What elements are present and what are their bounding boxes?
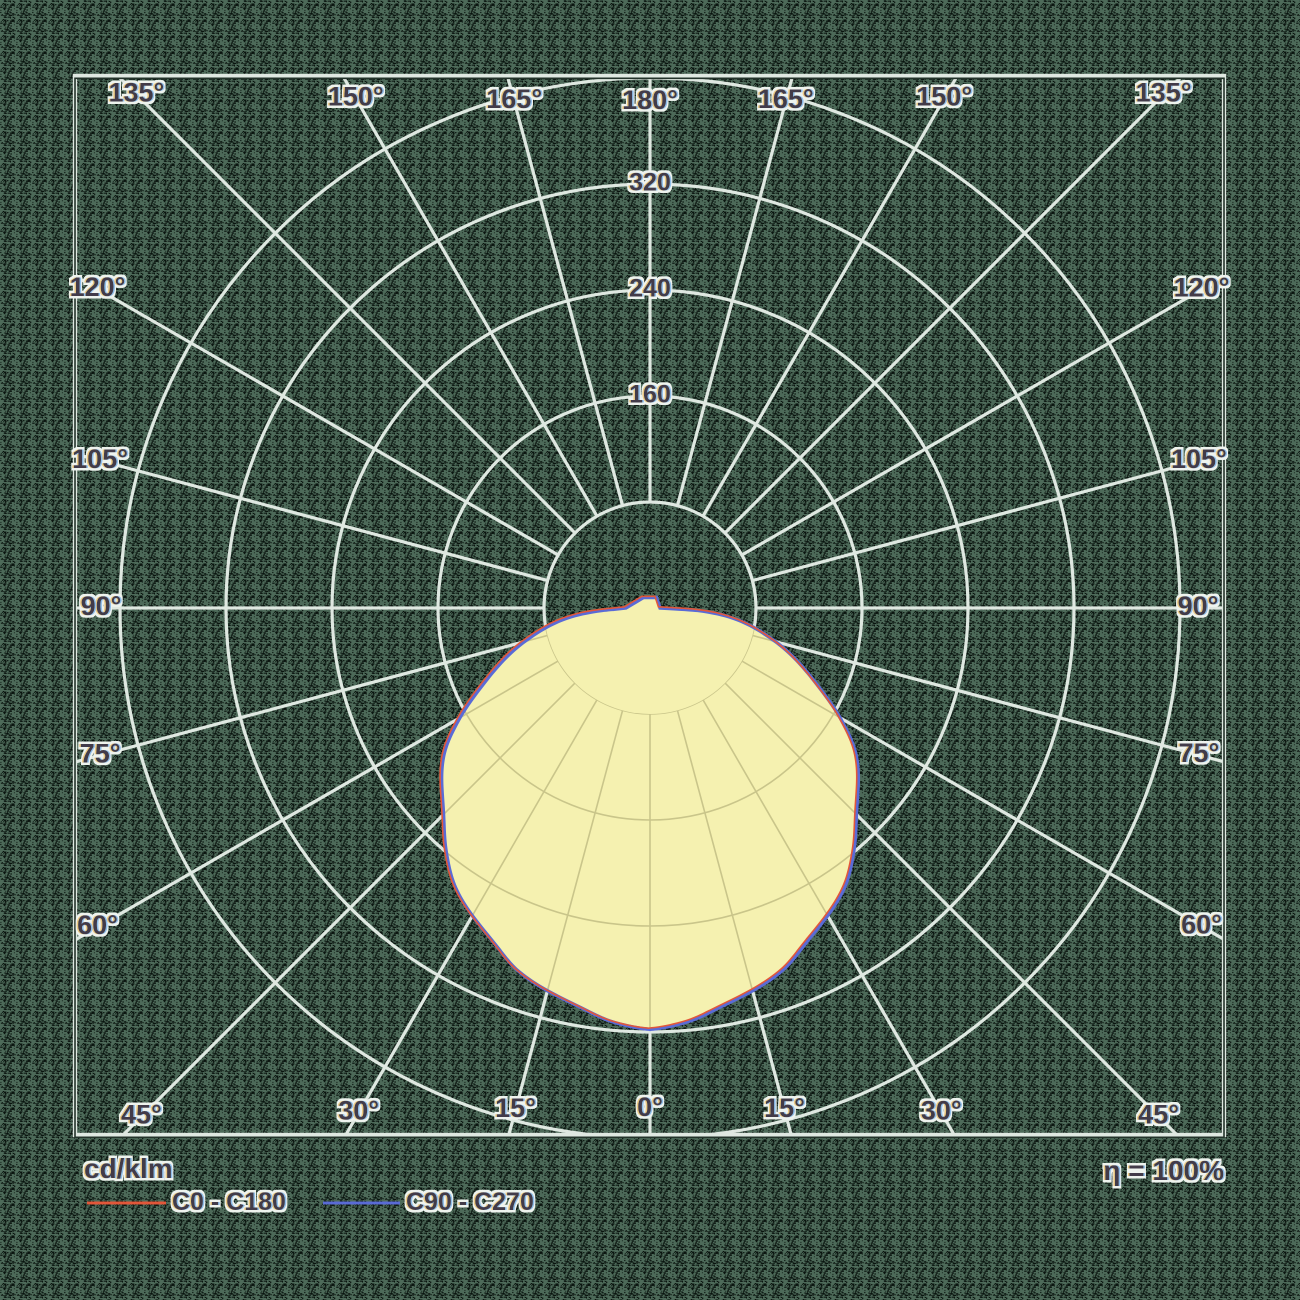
svg-text:160: 160 [629, 381, 671, 409]
svg-text:60°: 60° [77, 910, 118, 940]
svg-text:90°: 90° [81, 591, 122, 621]
svg-text:15°: 15° [764, 1093, 805, 1123]
svg-text:165°: 165° [758, 84, 814, 114]
svg-text:60°: 60° [1181, 910, 1222, 940]
svg-text:240: 240 [629, 275, 671, 303]
svg-text:150°: 150° [916, 82, 972, 112]
svg-text:135°: 135° [108, 78, 164, 108]
svg-text:η = 100%: η = 100% [1103, 1155, 1224, 1186]
svg-text:45°: 45° [121, 1100, 162, 1130]
svg-text:30°: 30° [338, 1096, 379, 1126]
svg-text:120°: 120° [70, 272, 126, 302]
svg-text:150°: 150° [328, 82, 384, 112]
svg-text:120°: 120° [1174, 273, 1230, 303]
svg-text:45°: 45° [1138, 1100, 1179, 1130]
svg-text:75°: 75° [1178, 738, 1219, 768]
svg-text:75°: 75° [80, 738, 121, 768]
svg-text:105°: 105° [72, 444, 128, 474]
svg-text:30°: 30° [921, 1096, 962, 1126]
svg-text:180°: 180° [622, 85, 678, 115]
svg-text:C0 - C180: C0 - C180 [172, 1188, 286, 1216]
svg-text:90°: 90° [1178, 591, 1219, 621]
svg-text:165°: 165° [486, 84, 542, 114]
svg-text:C90 - C270: C90 - C270 [406, 1188, 534, 1216]
svg-text:320: 320 [629, 169, 671, 197]
svg-text:135°: 135° [1136, 78, 1192, 108]
svg-text:cd/klm: cd/klm [84, 1153, 173, 1184]
svg-text:0°: 0° [637, 1092, 663, 1122]
svg-text:15°: 15° [495, 1093, 536, 1123]
svg-text:105°: 105° [1171, 444, 1227, 474]
